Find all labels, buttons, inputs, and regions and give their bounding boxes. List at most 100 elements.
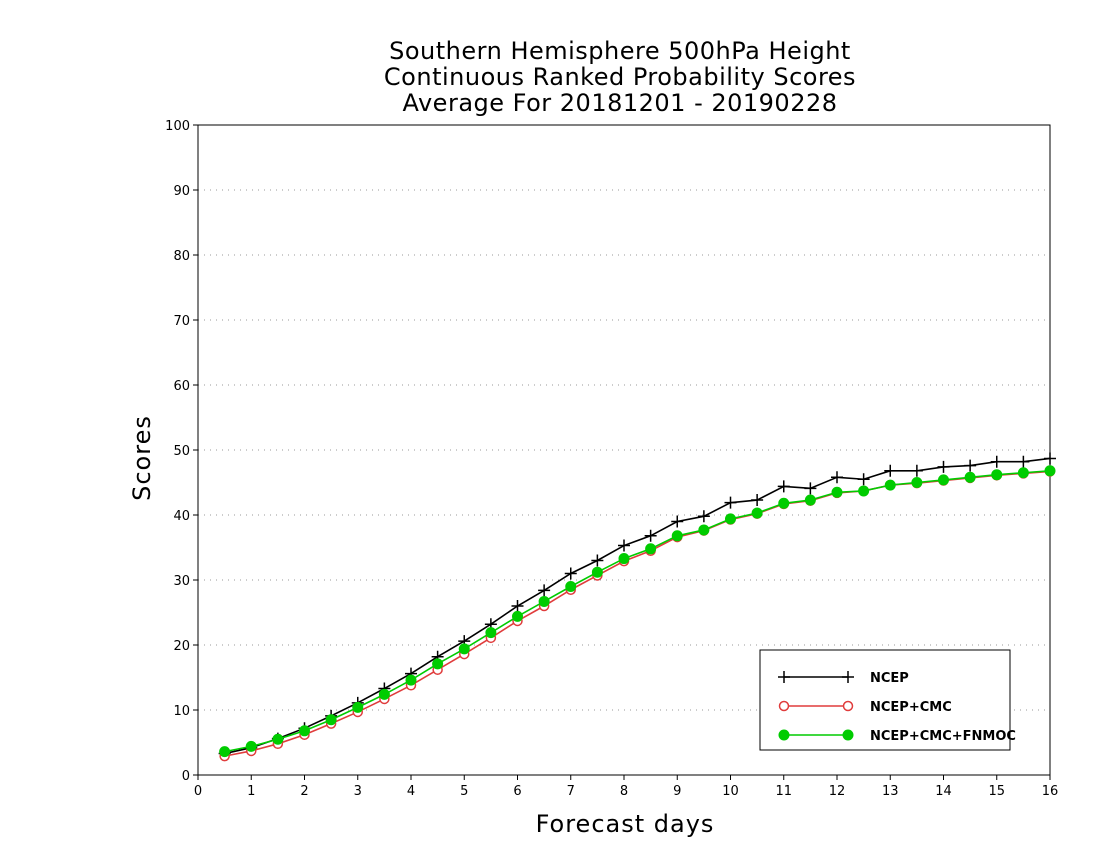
- data-point-ncep-cmc-fnmoc: [219, 746, 231, 758]
- y-tick-label: 90: [173, 184, 190, 199]
- data-point-ncep: [777, 480, 790, 493]
- data-point-ncep-cmc-fnmoc: [858, 485, 870, 497]
- data-point-ncep-cmc-fnmoc: [618, 553, 630, 565]
- data-point-ncep: [564, 567, 577, 580]
- series-group: [218, 452, 1056, 762]
- data-point-ncep: [697, 510, 710, 523]
- legend-marker-ncep-cmc: [778, 700, 790, 712]
- data-point-ncep-cmc-fnmoc: [512, 610, 523, 622]
- x-tick-label: 1: [247, 784, 255, 799]
- data-point-ncep-cmc-fnmoc: [432, 658, 444, 670]
- data-point-ncep-cmc-fnmoc: [804, 494, 816, 506]
- series-ncep-cmc-fnmoc: [219, 465, 1056, 758]
- data-point-ncep-cmc-fnmoc: [725, 513, 736, 525]
- data-point-ncep: [591, 554, 604, 567]
- data-point-ncep: [964, 459, 977, 472]
- x-axis-label: Forecast days: [536, 810, 715, 838]
- x-tick-label: 11: [775, 784, 792, 799]
- data-point-ncep-cmc-fnmoc: [698, 524, 710, 536]
- x-tick-label: 15: [988, 784, 1005, 799]
- legend-marker-ncep-cmc-fnmoc: [842, 729, 854, 741]
- data-point-ncep-cmc-fnmoc: [405, 674, 417, 686]
- data-point-ncep-cmc-fnmoc: [458, 643, 470, 655]
- x-tick-label: 12: [829, 784, 846, 799]
- data-point-ncep-cmc-fnmoc: [938, 474, 949, 486]
- grid-lines: [198, 189, 1050, 711]
- data-point-ncep-cmc-fnmoc: [272, 733, 284, 745]
- y-tick-label: 20: [173, 639, 190, 654]
- x-tick-label: 0: [194, 784, 202, 799]
- y-tick-label: 10: [173, 704, 190, 719]
- legend-marker-ncep: [778, 671, 790, 683]
- data-point-ncep-cmc-fnmoc: [538, 595, 550, 607]
- data-point-ncep-cmc-fnmoc: [325, 714, 337, 726]
- data-point-ncep-cmc-fnmoc: [884, 479, 896, 491]
- data-point-ncep: [751, 494, 764, 507]
- x-axis: 0 1 2 3 4 5 6 7 8 9 10 11 12 13 14 15 16: [194, 775, 1058, 799]
- legend-label-ncep-cmc-fnmoc: NCEP+CMC+FNMOC: [870, 729, 1016, 744]
- chart-title-line-2: Continuous Ranked Probability Scores: [383, 63, 857, 91]
- data-point-ncep-cmc-fnmoc: [831, 486, 843, 498]
- data-point-ncep-cmc-fnmoc: [1044, 465, 1056, 477]
- legend-item-ncep-cmc-fnmoc: NCEP+CMC+FNMOC: [778, 729, 1016, 744]
- data-point-ncep-cmc-fnmoc: [485, 627, 497, 639]
- x-tick-label: 14: [935, 784, 952, 799]
- x-tick-label: 4: [407, 784, 415, 799]
- data-point-ncep-cmc-fnmoc: [964, 471, 976, 483]
- legend-item-ncep: NCEP: [778, 671, 909, 686]
- x-tick-label: 10: [722, 784, 739, 799]
- legend-marker-ncep-cmc-fnmoc: [778, 729, 790, 741]
- data-point-ncep: [910, 464, 923, 477]
- data-point-ncep: [884, 464, 897, 477]
- y-tick-label: 40: [173, 509, 190, 524]
- x-tick-label: 5: [460, 784, 468, 799]
- y-tick-label: 100: [165, 119, 190, 134]
- data-point-ncep-cmc-fnmoc: [778, 497, 790, 509]
- y-tick-label: 0: [182, 769, 190, 784]
- data-point-ncep-cmc-fnmoc: [299, 725, 310, 737]
- data-point-ncep: [831, 471, 843, 484]
- data-point-ncep: [671, 515, 684, 528]
- data-point-ncep: [724, 496, 737, 509]
- data-point-ncep: [990, 455, 1003, 468]
- chart-title-line-1: Southern Hemisphere 500hPa Height: [389, 37, 851, 65]
- legend-marker-ncep: [842, 671, 854, 683]
- x-tick-label: 6: [513, 784, 521, 799]
- data-point-ncep-cmc-fnmoc: [352, 701, 364, 713]
- y-tick-label: 50: [173, 444, 190, 459]
- data-point-ncep: [1017, 455, 1030, 468]
- legend-marker-ncep-cmc: [842, 700, 854, 712]
- legend-label-ncep-cmc: NCEP+CMC: [870, 700, 952, 715]
- x-tick-label: 8: [620, 784, 628, 799]
- data-point-ncep-cmc-fnmoc: [671, 530, 683, 542]
- data-point-ncep: [804, 482, 817, 495]
- data-point-ncep: [538, 584, 551, 597]
- y-tick-label: 60: [173, 379, 190, 394]
- data-point-ncep-cmc-fnmoc: [378, 688, 390, 700]
- data-point-ncep-cmc-fnmoc: [565, 581, 577, 592]
- y-tick-label: 30: [173, 574, 190, 589]
- data-point-ncep-cmc-fnmoc: [1017, 467, 1029, 479]
- data-point-ncep: [511, 600, 524, 612]
- data-point-ncep: [618, 539, 630, 552]
- data-point-ncep: [857, 473, 870, 486]
- x-tick-label: 3: [354, 784, 362, 799]
- data-point-ncep-cmc-fnmoc: [645, 543, 657, 555]
- data-point-ncep-cmc-fnmoc: [751, 507, 763, 519]
- legend-box: [759, 649, 1011, 751]
- data-point-ncep-cmc-fnmoc: [245, 740, 257, 752]
- y-axis: 0 10 20 30 40 50 60 70 80 90 100: [165, 119, 198, 784]
- x-tick-label: 9: [673, 784, 681, 799]
- y-axis-label: Scores: [128, 415, 156, 501]
- data-point-ncep: [937, 460, 950, 473]
- y-tick-label: 70: [173, 314, 190, 329]
- x-tick-label: 7: [567, 784, 575, 799]
- data-point-ncep-cmc-fnmoc: [591, 566, 603, 578]
- x-tick-label: 16: [1042, 784, 1059, 799]
- x-tick-label: 13: [882, 784, 899, 799]
- data-point-ncep: [644, 529, 657, 542]
- data-point-ncep: [1044, 452, 1056, 465]
- data-point-ncep-cmc-fnmoc: [911, 477, 923, 488]
- data-point-ncep-cmc-fnmoc: [991, 469, 1003, 481]
